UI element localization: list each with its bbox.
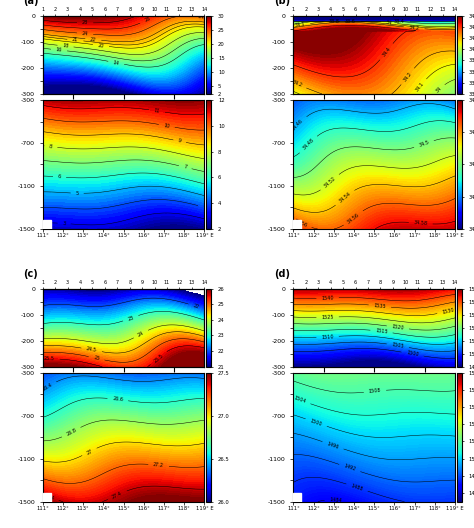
Text: 34.56: 34.56 [346, 212, 360, 224]
Text: 16: 16 [55, 47, 63, 53]
Text: 1520: 1520 [392, 324, 404, 331]
Text: (c): (c) [23, 269, 38, 279]
Text: 22: 22 [192, 303, 200, 309]
Text: 1500: 1500 [310, 418, 323, 427]
Text: 34.1: 34.1 [294, 22, 306, 28]
Text: 1540: 1540 [321, 295, 334, 300]
Text: 28: 28 [82, 20, 88, 25]
Text: 34.4: 34.4 [381, 46, 392, 58]
Text: 34.52: 34.52 [323, 176, 337, 189]
Text: 1492: 1492 [343, 464, 356, 473]
Text: 1515: 1515 [375, 328, 388, 335]
Text: 27: 27 [85, 448, 93, 456]
Text: 34.46: 34.46 [291, 118, 304, 132]
Text: 34.2: 34.2 [409, 25, 420, 31]
Bar [293, 493, 301, 502]
Text: 33.4: 33.4 [394, 18, 405, 24]
Text: 33.8: 33.8 [328, 19, 339, 24]
Text: 34: 34 [435, 86, 443, 94]
Text: 26.8: 26.8 [65, 428, 77, 437]
Text: 1505: 1505 [392, 342, 404, 349]
Text: (a): (a) [23, 0, 39, 6]
Text: 34.56: 34.56 [293, 219, 308, 229]
Text: 34.1: 34.1 [414, 81, 425, 93]
Text: 1508: 1508 [368, 388, 382, 394]
Text: 24: 24 [82, 31, 89, 36]
Bar [43, 220, 51, 229]
Text: 1496: 1496 [326, 441, 340, 450]
Text: 27.2: 27.2 [153, 462, 164, 468]
Text: 9: 9 [178, 138, 182, 144]
Text: 1488: 1488 [350, 483, 364, 492]
Text: 25.5: 25.5 [44, 356, 55, 361]
Text: 33.6: 33.6 [345, 18, 356, 24]
Text: 1530: 1530 [441, 307, 455, 315]
Text: (b): (b) [274, 0, 290, 6]
Text: 24: 24 [137, 331, 145, 338]
Text: 1484: 1484 [329, 497, 342, 504]
Text: 10: 10 [163, 123, 170, 129]
Text: 34: 34 [386, 20, 392, 25]
Bar [293, 220, 301, 229]
Text: 34.5: 34.5 [418, 140, 430, 148]
Text: 21: 21 [72, 37, 79, 43]
Text: 34.54: 34.54 [338, 191, 352, 204]
Text: 25.5: 25.5 [153, 353, 164, 363]
Text: 20: 20 [98, 43, 104, 49]
Text: 34.2: 34.2 [291, 80, 303, 88]
Text: 1500: 1500 [406, 351, 419, 357]
Text: 25: 25 [93, 355, 100, 361]
Text: 24: 24 [198, 14, 205, 20]
Text: 34.48: 34.48 [301, 138, 315, 151]
Text: 1504: 1504 [293, 395, 307, 404]
Text: 1525: 1525 [321, 315, 334, 320]
Text: 26.4: 26.4 [41, 382, 53, 392]
Text: 11: 11 [154, 108, 161, 114]
Text: 1535: 1535 [374, 303, 386, 309]
Text: 26.6: 26.6 [112, 397, 124, 403]
Bar [43, 493, 51, 502]
Text: 8: 8 [49, 144, 53, 149]
Text: 5: 5 [75, 191, 79, 196]
Text: 7: 7 [183, 164, 187, 170]
Text: 6: 6 [58, 174, 61, 180]
Text: 24.5: 24.5 [86, 346, 98, 353]
Text: 14: 14 [113, 60, 120, 66]
Text: 1510: 1510 [321, 334, 334, 340]
Text: (d): (d) [274, 269, 290, 279]
Text: 34.58: 34.58 [413, 220, 428, 227]
Text: 34.2: 34.2 [402, 71, 413, 82]
Text: 23: 23 [127, 315, 135, 322]
Text: 3: 3 [63, 221, 66, 226]
Text: 27.4: 27.4 [111, 491, 123, 499]
Text: 4: 4 [202, 204, 207, 210]
Text: 27.4: 27.4 [43, 493, 55, 502]
Text: 26: 26 [144, 16, 151, 23]
Text: 22: 22 [90, 36, 97, 42]
Text: 18: 18 [62, 43, 69, 49]
